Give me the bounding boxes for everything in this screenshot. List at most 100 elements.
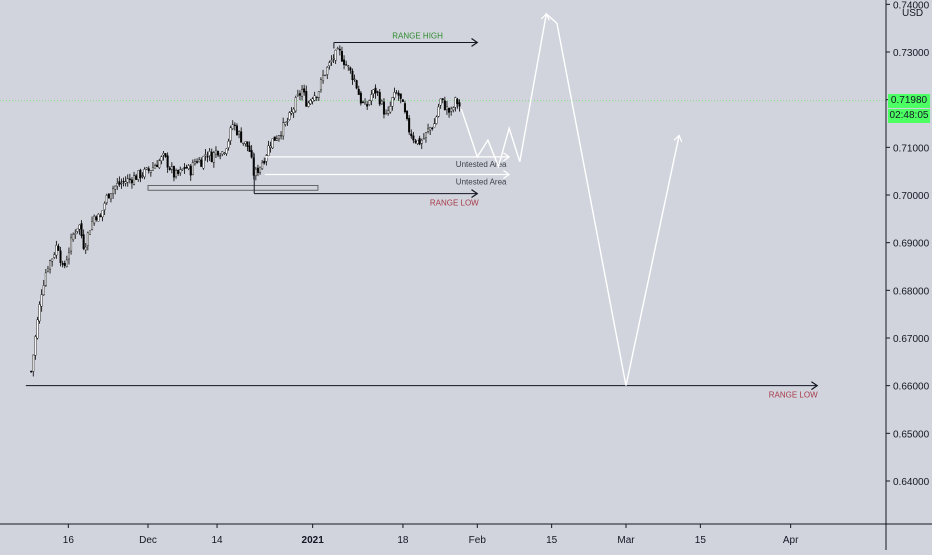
candle-body xyxy=(38,304,41,322)
candle-body xyxy=(336,48,339,50)
candle-body xyxy=(370,94,373,102)
candle-body xyxy=(292,108,295,113)
candle-body xyxy=(147,168,150,171)
candle-body xyxy=(301,89,304,97)
candle-body xyxy=(76,228,79,232)
consolidation-box xyxy=(147,185,319,191)
candle-body xyxy=(376,91,379,93)
candle-body xyxy=(282,122,285,137)
y-tick-label: 0.64000 xyxy=(893,477,930,488)
candle-body xyxy=(103,203,106,210)
x-tick-label: 2021 xyxy=(302,535,325,546)
candle-body xyxy=(248,145,251,152)
candle-body xyxy=(105,195,108,204)
candle-body xyxy=(364,102,367,105)
candle-body xyxy=(51,258,54,262)
projection-path xyxy=(460,12,680,386)
candle-body xyxy=(361,101,364,103)
candle-body xyxy=(418,138,421,145)
candle-body xyxy=(162,153,165,156)
candle-body xyxy=(389,106,392,113)
candle-body xyxy=(448,107,451,113)
candle-body xyxy=(67,252,70,260)
candle-body xyxy=(250,150,253,158)
candle-body xyxy=(244,141,247,144)
candle-body xyxy=(414,140,417,143)
candle-body xyxy=(183,167,186,169)
candle-body xyxy=(74,233,77,235)
candle-body xyxy=(133,175,136,185)
candle-body xyxy=(406,110,409,119)
candle-body xyxy=(431,127,434,130)
candle-body xyxy=(179,169,182,173)
candle-body xyxy=(385,113,388,115)
candle-body xyxy=(324,74,327,77)
candle-body xyxy=(229,127,232,141)
y-tick-label: 0.67000 xyxy=(893,334,930,345)
candle-body xyxy=(298,93,301,96)
candle-body xyxy=(452,107,455,111)
candle-body xyxy=(128,178,131,180)
x-tick-label: Apr xyxy=(783,535,799,546)
candle-body xyxy=(357,88,360,95)
candle-body xyxy=(288,112,291,120)
candle-body xyxy=(305,91,308,107)
candle-body xyxy=(456,99,459,104)
range-low-far-label: RANGE LOW xyxy=(769,391,818,400)
candle-body xyxy=(160,156,163,161)
candle-body xyxy=(340,51,343,62)
candle-body xyxy=(135,175,138,180)
candle-body xyxy=(275,138,278,141)
candle-body xyxy=(49,260,52,270)
candle-body xyxy=(44,272,47,286)
countdown-tag: 02:48:05 xyxy=(888,109,930,123)
candle-body xyxy=(120,182,123,185)
candle-body xyxy=(332,58,335,60)
candle-body xyxy=(70,237,73,252)
candle-body xyxy=(93,215,96,224)
candle-body xyxy=(46,268,49,272)
candle-body xyxy=(319,79,322,90)
candle-body xyxy=(378,92,381,105)
candle-body xyxy=(420,140,423,144)
candle-body xyxy=(187,165,190,169)
candle-body xyxy=(427,128,430,132)
candle-body xyxy=(256,167,259,173)
y-tick-label: 0.69000 xyxy=(893,239,930,250)
candle-body xyxy=(175,170,178,177)
candle-body xyxy=(322,74,325,82)
y-tick-label: 0.70000 xyxy=(893,191,930,202)
candle-body xyxy=(387,110,390,114)
candle-body xyxy=(72,234,75,240)
candle-body xyxy=(191,162,194,176)
projection-end-arrow xyxy=(673,134,683,143)
price-unit-label: USD xyxy=(902,8,923,19)
candle-body xyxy=(114,185,117,190)
candle-body xyxy=(164,153,167,157)
candle-body xyxy=(86,232,89,246)
candle-body xyxy=(326,67,329,75)
candle-body xyxy=(410,133,413,137)
projection-peak-arrow xyxy=(540,12,550,21)
candle-body xyxy=(271,138,274,149)
candle-body xyxy=(57,246,60,251)
untested-arrow xyxy=(503,152,511,162)
candle-body xyxy=(240,131,243,143)
untested-label: Untested Area xyxy=(456,160,507,169)
candle-body xyxy=(172,166,175,178)
candle-body xyxy=(296,93,299,96)
candle-body xyxy=(233,124,236,126)
candle-body xyxy=(454,97,457,108)
candle-body xyxy=(408,118,411,133)
candle-body xyxy=(210,151,213,163)
candle-body xyxy=(445,106,448,111)
candle-body xyxy=(170,166,173,170)
candle-body xyxy=(366,104,369,107)
candle-body xyxy=(315,96,318,98)
candle-body xyxy=(433,123,436,128)
candle-body xyxy=(437,106,440,117)
x-tick-label: 18 xyxy=(397,535,409,546)
candle-body xyxy=(439,98,442,106)
